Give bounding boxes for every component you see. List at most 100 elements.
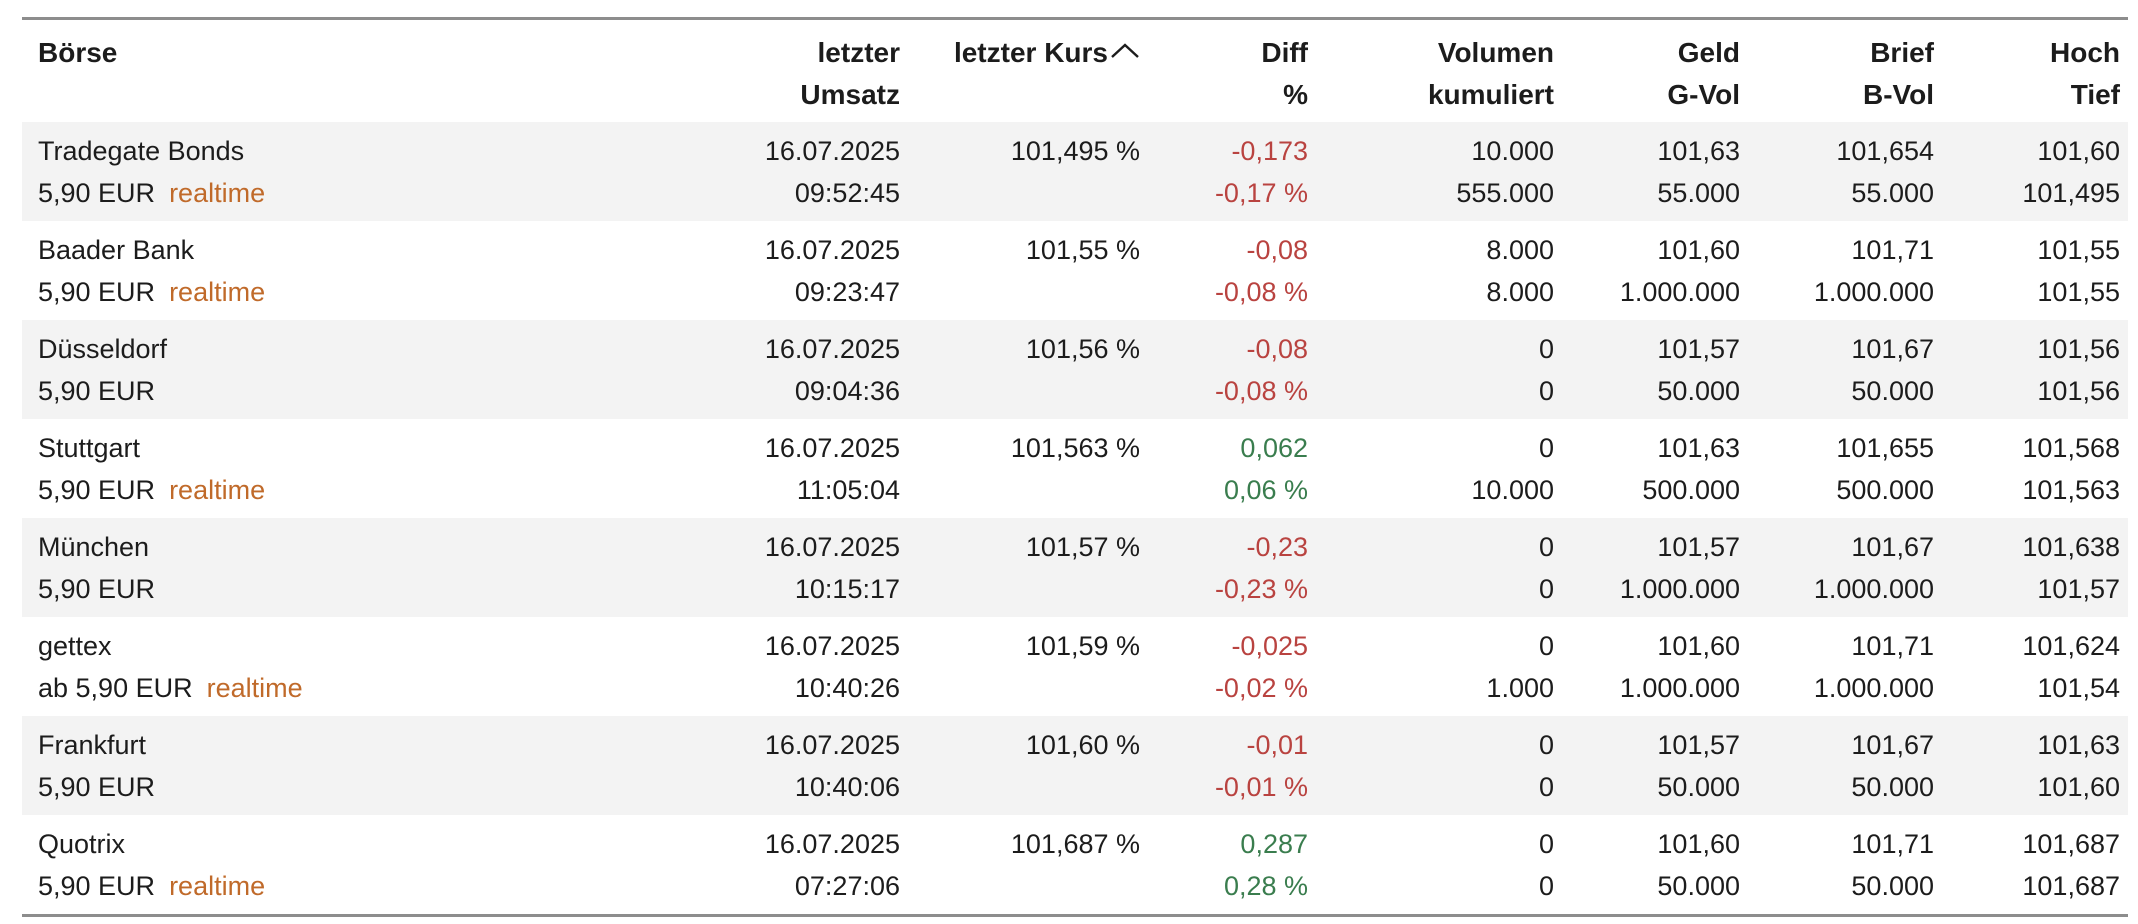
bid-price: 101,60 [1657,235,1740,265]
exchange-cell: gettex ab 5,90 EUR realtime [22,617,582,716]
volume-cell: 0 0 [1308,518,1554,617]
volume: 0 [1538,433,1554,463]
column-header-volumen[interactable]: Volumen kumuliert [1308,19,1554,123]
ask-cell: 101,71 1.000.000 [1740,617,1934,716]
bid-cell: 101,63 55.000 [1554,122,1740,221]
fee-label: 5,90 EUR [38,475,156,505]
ask-price: 101,655 [1836,433,1934,463]
column-header-brief[interactable]: Brief B-Vol [1740,19,1934,123]
column-header-boerse[interactable]: Börse [22,19,582,123]
last-price-cell: 101,563 % [900,419,1140,518]
high-low-cell: 101,63 101,60 [1934,716,2128,815]
high-price: 101,56 [2037,334,2120,364]
high-low-cell: 101,638 101,57 [1934,518,2128,617]
last-price: 101,563 % [1010,433,1140,463]
volume-cell: 0 0 [1308,320,1554,419]
realtime-link[interactable]: realtime [169,277,266,307]
last-trade-cell: 16.07.2025 09:52:45 [582,122,900,221]
trade-date: 16.07.2025 [764,235,900,265]
last-price-cell: 101,495 % [900,122,1140,221]
column-header-label: Volumen [1437,37,1554,68]
volume: 8.000 [1486,235,1554,265]
realtime-link[interactable]: realtime [169,475,266,505]
bid-cell: 101,57 50.000 [1554,320,1740,419]
table-header-row: Börse letzter Umsatz letzter Kurs Diff %… [22,19,2128,123]
volume-cumulative: 555.000 [1456,178,1554,208]
fee-label: 5,90 EUR [38,871,156,901]
diff-absolute: -0,08 [1246,334,1308,364]
bid-volume: 500.000 [1642,475,1740,505]
column-header-label: Tief [2070,79,2120,110]
bid-cell: 101,63 500.000 [1554,419,1740,518]
last-price: 101,57 % [1025,532,1140,562]
bid-price: 101,60 [1657,829,1740,859]
table-row-stuttgart: Stuttgart 5,90 EUR realtime 16.07.2025 11… [22,419,2128,518]
trade-time: 11:05:04 [796,475,900,505]
ask-volume: 500.000 [1836,475,1934,505]
bid-volume: 50.000 [1657,871,1740,901]
volume: 0 [1538,532,1554,562]
column-header-label: Brief [1870,37,1934,68]
trade-date: 16.07.2025 [764,829,900,859]
bid-volume: 50.000 [1657,376,1740,406]
exchange-name: Frankfurt [38,730,147,760]
volume-cumulative: 8.000 [1486,277,1554,307]
exchange-cell: Stuttgart 5,90 EUR realtime [22,419,582,518]
high-low-cell: 101,55 101,55 [1934,221,2128,320]
ask-cell: 101,67 50.000 [1740,320,1934,419]
column-header-diff[interactable]: Diff % [1140,19,1308,123]
ask-volume: 1.000.000 [1813,277,1934,307]
low-price: 101,56 [2037,376,2120,406]
realtime-link[interactable]: realtime [206,673,303,703]
ask-price: 101,67 [1851,730,1934,760]
ask-volume: 1.000.000 [1813,673,1934,703]
column-header-label: B-Vol [1862,79,1934,110]
diff-absolute: -0,08 [1246,235,1308,265]
column-header-letzter-kurs[interactable]: letzter Kurs [900,19,1140,123]
last-price: 101,56 % [1025,334,1140,364]
ask-price: 101,71 [1851,631,1934,661]
diff-percent: 0,06 % [1223,475,1308,505]
column-header-hoch-tief[interactable]: Hoch Tief [1934,19,2128,123]
exchange-cell: Düsseldorf 5,90 EUR [22,320,582,419]
diff-absolute: -0,025 [1231,631,1308,661]
ask-price: 101,67 [1851,532,1934,562]
realtime-link[interactable]: realtime [169,178,266,208]
low-price: 101,495 [2022,178,2120,208]
diff-absolute: -0,23 [1246,532,1308,562]
bid-price: 101,60 [1657,631,1740,661]
bid-volume: 1.000.000 [1619,277,1740,307]
volume: 10.000 [1471,136,1554,166]
column-header-letzter-umsatz[interactable]: letzter Umsatz [582,19,900,123]
diff-percent: -0,02 % [1214,673,1308,703]
ask-price: 101,71 [1851,829,1934,859]
exchange-name: Tradegate Bonds [38,136,245,166]
low-price: 101,563 [2022,475,2120,505]
volume-cell: 0 0 [1308,815,1554,916]
realtime-link[interactable]: realtime [169,871,266,901]
volume-cumulative: 0 [1538,376,1554,406]
last-price-cell: 101,57 % [900,518,1140,617]
exchange-name: Baader Bank [38,235,195,265]
last-trade-cell: 16.07.2025 10:40:26 [582,617,900,716]
column-header-geld[interactable]: Geld G-Vol [1554,19,1740,123]
high-price: 101,624 [2022,631,2120,661]
ask-price: 101,71 [1851,235,1934,265]
column-header-label: Diff [1261,37,1308,68]
volume: 0 [1538,334,1554,364]
high-low-cell: 101,687 101,687 [1934,815,2128,916]
trade-time: 09:52:45 [794,178,900,208]
bid-volume: 1.000.000 [1619,673,1740,703]
exchange-quotes-table: Börse letzter Umsatz letzter Kurs Diff %… [22,17,2128,917]
column-header-label: Geld [1677,37,1740,68]
high-low-cell: 101,56 101,56 [1934,320,2128,419]
diff-percent: -0,08 % [1214,277,1308,307]
volume: 0 [1538,631,1554,661]
fee-label: 5,90 EUR [38,376,156,406]
diff-absolute: -0,173 [1231,136,1308,166]
bid-price: 101,57 [1657,334,1740,364]
ask-volume: 50.000 [1851,772,1934,802]
exchange-name: Stuttgart [38,433,141,463]
ask-cell: 101,655 500.000 [1740,419,1934,518]
bid-price: 101,57 [1657,532,1740,562]
